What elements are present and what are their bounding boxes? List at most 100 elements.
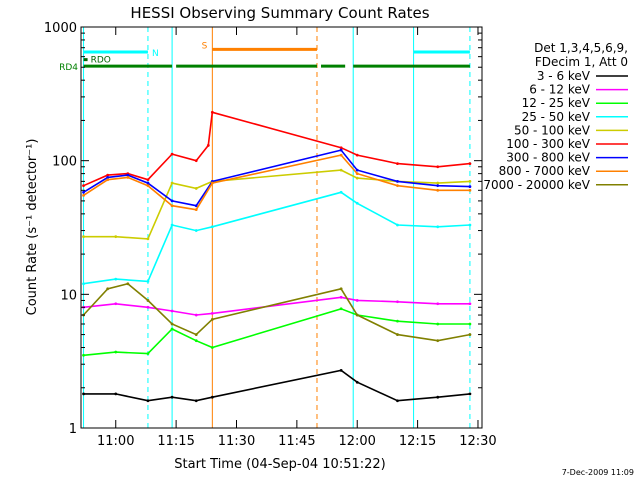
series-point-100-300kev-12	[468, 162, 472, 166]
series-point-300-800kev-3	[146, 181, 150, 185]
series-point-12-25kev-4	[194, 339, 198, 343]
series-point-800-7000kev-10	[436, 188, 440, 192]
series-point-12-25kev-0	[82, 353, 85, 357]
series-point-7000-20000kev-8	[355, 313, 359, 317]
x-tick-label-1: 11:15	[157, 434, 194, 449]
series-point-50-100kev-10	[468, 179, 472, 183]
series-point-12-25kev-9	[436, 322, 440, 326]
series-point-100-300kev-6	[206, 144, 210, 147]
series-point-12-25kev-5	[210, 346, 214, 349]
series-point-12-25kev-2	[146, 352, 150, 356]
legend-header-2: FDecim 1, Att 0	[535, 55, 628, 69]
legend-label-6-12kev: 6 - 12 keV	[529, 83, 591, 97]
series-point-7000-20000kev-11	[468, 333, 472, 336]
series-point-300-800kev-9	[396, 179, 399, 183]
series-point-7000-20000kev-3	[146, 299, 150, 302]
series-point-100-300kev-10	[396, 162, 399, 166]
series-point-25-50kev-8	[396, 223, 399, 227]
chart-title: HESSI Observing Summary Count Rates	[130, 4, 429, 22]
series-point-12-25kev-3	[170, 327, 174, 331]
series-point-300-800kev-7	[339, 148, 343, 152]
series-point-6-12kev-1	[114, 302, 118, 306]
series-point-50-100kev-7	[355, 176, 359, 180]
series-point-6-12kev-3	[170, 309, 174, 313]
y-tick-label-3: 1000	[44, 21, 77, 36]
series-point-3-6kev-1	[114, 392, 118, 396]
legend-label-300-800kev: 300 - 800 keV	[506, 151, 590, 165]
series-point-7000-20000kev-4	[170, 322, 174, 326]
x-tick-label-4: 12:00	[338, 434, 375, 449]
x-tick-label-3: 11:45	[278, 434, 315, 449]
legend-label-25-50kev: 25 - 50 keV	[522, 110, 591, 124]
series-point-25-50kev-3	[170, 223, 174, 227]
y-axis-label: Count Rate (s⁻¹ detector⁻¹)	[25, 139, 40, 316]
series-point-800-7000kev-11	[468, 188, 472, 192]
series-point-3-6kev-6	[339, 368, 343, 372]
series-point-3-6kev-2	[146, 399, 150, 403]
series-point-300-800kev-4	[170, 199, 174, 203]
series-point-300-800kev-10	[436, 184, 440, 188]
series-point-7000-20000kev-9	[396, 333, 399, 336]
series-point-3-6kev-7	[355, 380, 359, 384]
plot-area	[80, 26, 483, 429]
series-point-12-25kev-6	[339, 307, 343, 311]
series-point-100-300kev-1	[106, 173, 110, 177]
series-point-6-12kev-5	[210, 312, 214, 315]
flag-label-rdo: RDO	[91, 56, 111, 66]
y-tick-label-0: 1	[69, 422, 77, 437]
series-line-12-25kev	[83, 307, 470, 357]
series-point-25-50kev-6	[339, 190, 343, 194]
series-point-3-6kev-8	[396, 399, 399, 403]
series-point-100-300kev-9	[355, 153, 359, 157]
y-axis-ticks: 1 10 100 1000	[44, 21, 482, 437]
series-line-3-6kev	[83, 369, 470, 402]
series-point-7000-20000kev-10	[436, 339, 440, 343]
series-point-300-800kev-2	[126, 173, 130, 177]
series-point-50-100kev-4	[194, 187, 198, 190]
legend: Det 1,3,4,5,6,9, FDecim 1, Att 0 3 - 6 k…	[483, 41, 628, 192]
y-tick-label-2: 100	[52, 155, 77, 170]
series-point-3-6kev-5	[210, 395, 214, 399]
series-point-100-300kev-7	[210, 110, 214, 114]
series-point-6-12kev-2	[146, 305, 150, 309]
series-point-100-300kev-8	[339, 146, 343, 150]
series-point-800-7000kev-5	[194, 208, 198, 212]
series-point-6-12kev-9	[436, 302, 440, 306]
series-point-800-7000kev-0	[82, 193, 85, 197]
series-point-100-300kev-4	[170, 152, 174, 156]
series-point-800-7000kev-1	[106, 178, 110, 182]
series-point-25-50kev-4	[194, 229, 198, 232]
series-point-800-7000kev-3	[146, 184, 150, 188]
legend-label-50-100kev: 50 - 100 keV	[514, 123, 591, 137]
series-line-800-7000kev	[83, 154, 470, 211]
series-line-300-800kev	[83, 149, 470, 207]
legend-label-7000-20000kev: 7000 - 20000 keV	[483, 178, 590, 192]
series-point-300-800kev-0	[82, 190, 85, 194]
series-point-50-100kev-1	[114, 235, 118, 239]
series-point-3-6kev-10	[468, 392, 472, 396]
series-point-50-100kev-3	[170, 181, 174, 185]
series-point-12-25kev-8	[396, 319, 399, 323]
legend-label-100-300kev: 100 - 300 keV	[506, 137, 590, 151]
date-stamp: 7-Dec-2009 11:09	[562, 468, 634, 477]
x-tick-label-6: 12:30	[459, 434, 496, 449]
series-point-800-7000kev-7	[339, 153, 343, 157]
series-point-25-50kev-7	[355, 201, 359, 205]
series-point-25-50kev-10	[468, 223, 472, 227]
x-axis-label: Start Time (04-Sep-04 10:51:22)	[174, 457, 385, 472]
series-point-25-50kev-0	[82, 282, 85, 286]
series-point-3-6kev-9	[436, 395, 440, 399]
series-point-25-50kev-2	[146, 279, 150, 283]
series-point-3-6kev-4	[194, 399, 198, 403]
series-point-3-6kev-3	[170, 395, 174, 399]
series-line-6-12kev	[83, 296, 470, 316]
series-point-6-12kev-6	[339, 295, 343, 299]
series-point-12-25kev-10	[468, 322, 472, 326]
series-line-7000-20000kev	[82, 282, 471, 342]
series-point-7000-20000kev-2	[126, 282, 130, 286]
series-point-300-800kev-11	[468, 185, 472, 188]
series-point-100-300kev-3	[146, 178, 150, 182]
flag-label-n: N	[152, 49, 159, 59]
series-point-12-25kev-1	[114, 350, 118, 354]
flag-label-rd4: RD4	[59, 63, 78, 73]
